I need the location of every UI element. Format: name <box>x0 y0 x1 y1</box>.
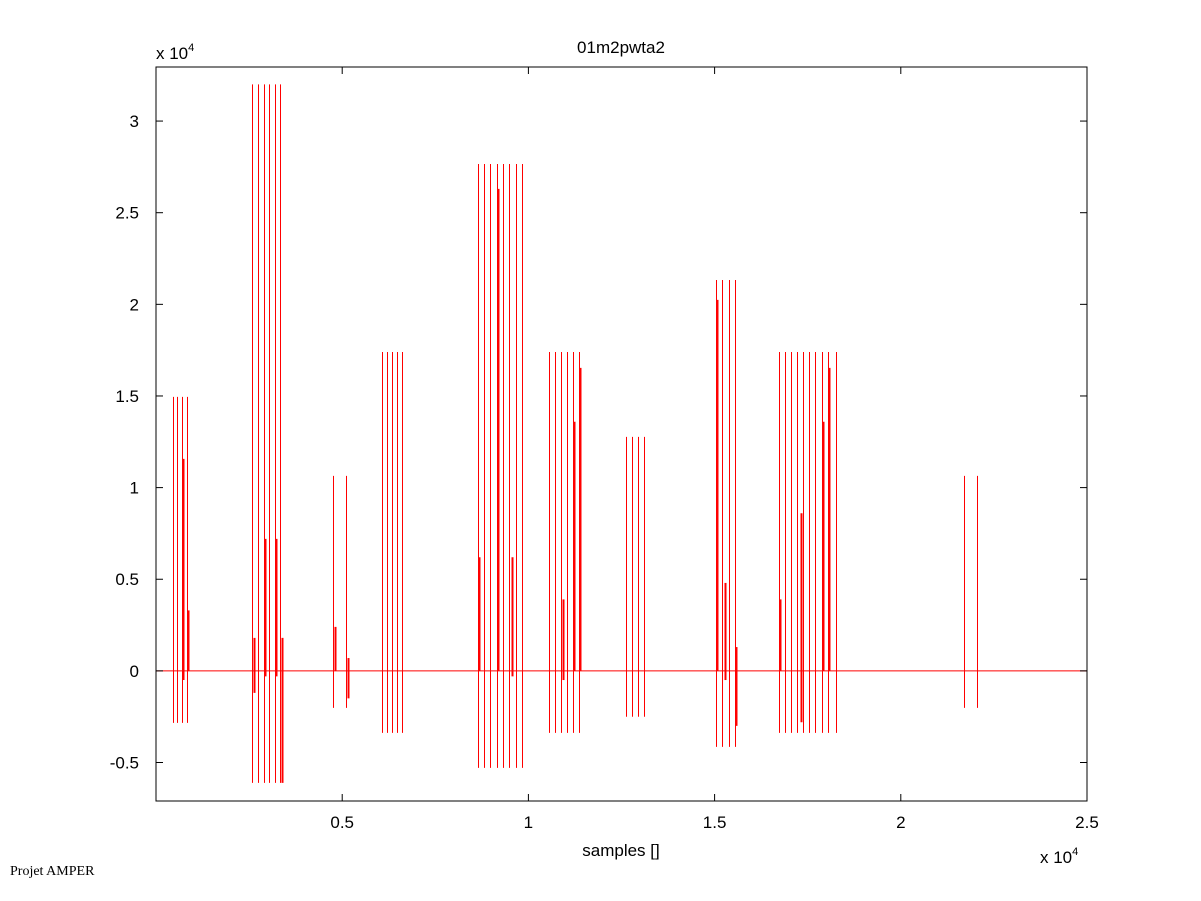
x-multiplier-exp: 4 <box>1072 846 1078 858</box>
y-multiplier-exp: 4 <box>188 42 194 54</box>
x-tick-label: 1 <box>524 813 533 832</box>
x-multiplier: x 104 <box>1040 846 1078 867</box>
footer-text: Projet AMPER <box>10 864 95 879</box>
ticks: 0.5 1 1.5 2 2.5 -0.5 0 0.5 1 1.5 2 2.5 3 <box>110 67 1099 832</box>
x-tick-label: 2.5 <box>1075 813 1099 832</box>
y-multiplier: x 104 <box>156 42 194 63</box>
y-tick-label: -0.5 <box>110 754 139 773</box>
chart-title: 01m2pwta2 <box>577 38 665 57</box>
x-multiplier-base: x 10 <box>1040 848 1072 867</box>
x-axis-label: samples [] <box>582 841 659 860</box>
y-tick-label: 2.5 <box>115 204 139 223</box>
y-tick-label: 1.5 <box>115 387 139 406</box>
y-tick-label: 0 <box>130 662 139 681</box>
x-tick-label: 1.5 <box>703 813 727 832</box>
y-tick-label: 0.5 <box>115 570 139 589</box>
y-multiplier-base: x 10 <box>156 44 188 63</box>
x-tick-label: 0.5 <box>330 813 354 832</box>
y-tick-label: 1 <box>130 479 139 498</box>
y-tick-label: 2 <box>130 295 139 314</box>
axes-box <box>155 66 1088 802</box>
plot-marks <box>156 84 1087 783</box>
y-tick-label: 3 <box>130 112 139 131</box>
x-tick-label: 2 <box>896 813 905 832</box>
